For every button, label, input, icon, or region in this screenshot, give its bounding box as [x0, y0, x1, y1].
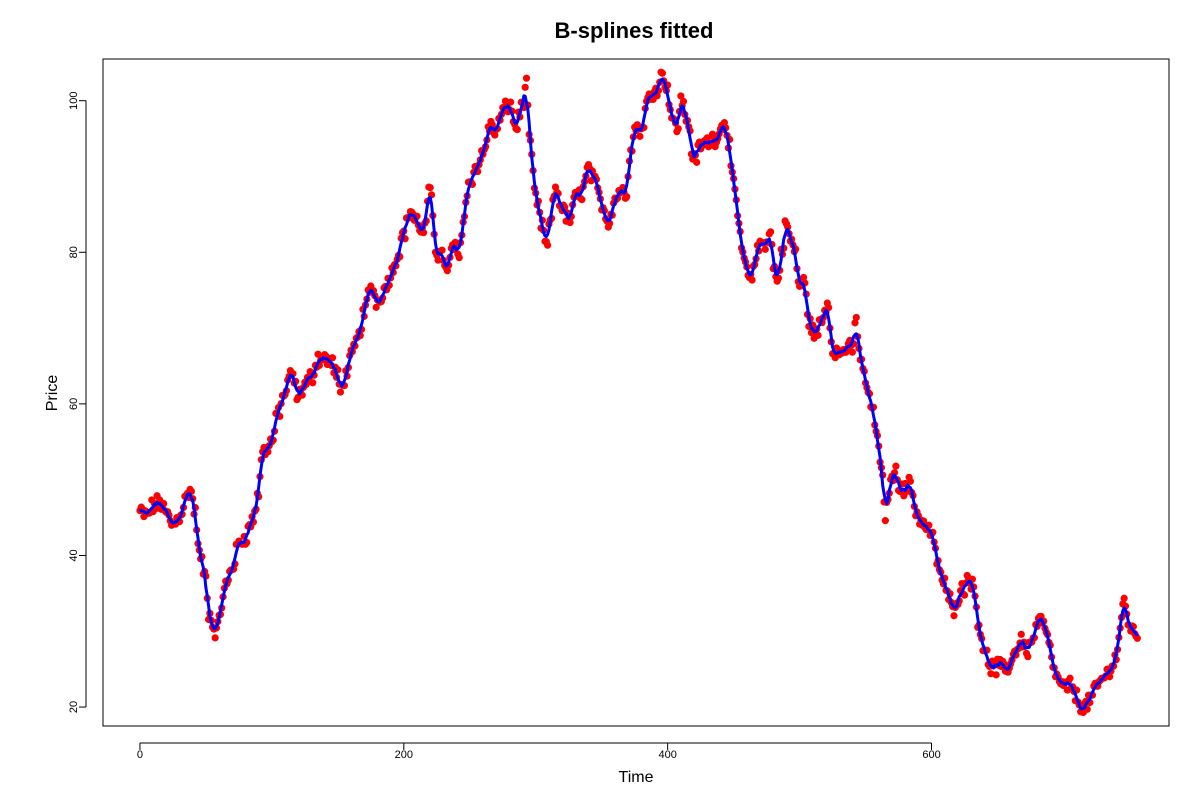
- spline-line-group: [138, 77, 1139, 711]
- x-tick-label: 400: [658, 749, 676, 761]
- data-point: [851, 319, 859, 327]
- data-point: [455, 254, 463, 262]
- plot-frame: [102, 58, 1170, 727]
- data-point: [426, 184, 434, 192]
- data-point: [1120, 594, 1128, 602]
- data-point: [674, 125, 682, 133]
- data-point: [852, 313, 860, 322]
- data-point: [438, 246, 446, 254]
- data-point: [748, 276, 756, 284]
- y-axis: 20 40 60 80 100: [68, 92, 87, 713]
- y-tick-label: 100: [68, 92, 80, 110]
- data-point: [309, 379, 317, 387]
- data-point: [848, 348, 856, 356]
- data-point: [1133, 634, 1141, 642]
- y-axis-label: Price: [44, 375, 61, 412]
- data-point: [513, 126, 521, 134]
- data-point: [950, 612, 958, 620]
- data-point: [336, 388, 345, 396]
- data-point: [761, 245, 769, 253]
- data-point: [679, 97, 688, 105]
- data-point: [881, 517, 889, 525]
- data-point: [623, 193, 631, 201]
- data-point: [774, 274, 783, 282]
- data-point: [1024, 653, 1032, 661]
- data-point: [521, 83, 529, 91]
- data-point: [578, 196, 586, 204]
- data-point: [443, 267, 451, 275]
- data-point: [491, 131, 499, 139]
- data-point: [658, 69, 666, 77]
- data-point: [434, 256, 442, 264]
- data-point: [211, 634, 219, 642]
- x-tick-label: 0: [137, 749, 143, 761]
- y-tick-label: 60: [68, 398, 80, 410]
- y-tick-label: 80: [68, 246, 80, 258]
- y-tick-label: 40: [68, 549, 80, 561]
- data-point: [703, 134, 711, 142]
- data-point: [566, 219, 574, 227]
- data-point: [544, 241, 552, 249]
- data-point: [507, 98, 515, 106]
- data-point: [522, 74, 531, 82]
- y-tick-label: 20: [68, 701, 80, 713]
- data-point: [677, 92, 685, 100]
- data-point: [328, 354, 337, 362]
- x-axis: 0 200 400 600: [137, 742, 941, 761]
- data-point: [784, 223, 792, 231]
- x-tick-label: 600: [922, 749, 940, 761]
- data-point: [1017, 630, 1025, 638]
- data-point: [992, 671, 1000, 679]
- data-point: [372, 303, 380, 311]
- data-point: [906, 477, 915, 485]
- data-point: [636, 132, 644, 140]
- data-point: [799, 273, 808, 282]
- x-axis-label: Time: [619, 769, 654, 786]
- data-points: [136, 68, 1141, 717]
- data-point: [1066, 674, 1074, 682]
- data-point: [766, 228, 775, 236]
- x-tick-label: 200: [395, 749, 413, 761]
- data-point: [693, 158, 701, 166]
- data-point: [892, 462, 900, 470]
- spline-line: [138, 77, 1139, 711]
- data-point: [814, 331, 822, 339]
- chart-title: B-splines fitted: [555, 18, 714, 43]
